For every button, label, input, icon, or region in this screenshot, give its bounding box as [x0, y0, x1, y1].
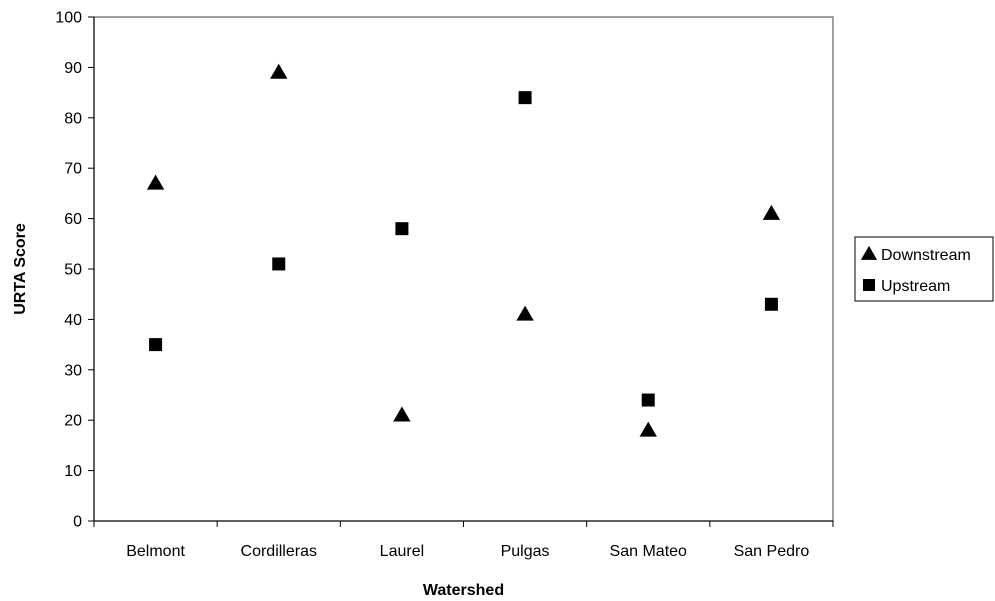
y-ticks: 0 10 20 30 40 50 60 70 80 90 100: [55, 10, 94, 531]
upstream-point: [272, 257, 286, 271]
x-tick-label: Laurel: [380, 543, 424, 560]
x-tick-label: Pulgas: [501, 543, 550, 560]
legend-box: [854, 236, 994, 302]
y-tick-label: 70: [64, 161, 82, 178]
x-ticks: Belmont Cordilleras Laurel Pulgas San Mateo S…: [93, 521, 834, 560]
upstream-point: [518, 91, 532, 105]
downstream-point: [762, 204, 781, 220]
y-tick-label: 80: [64, 110, 82, 127]
y-tick-label: 0: [73, 514, 82, 531]
legend-label-downstream: Downstream: [881, 247, 971, 264]
y-tick-label: 90: [64, 60, 82, 77]
legend-items: Downstream Upstream: [860, 245, 971, 295]
plot-frame: [93, 16, 834, 522]
legend-item-upstream: Upstream: [863, 278, 950, 295]
legend-marker-downstream: [860, 245, 878, 260]
markers: [146, 63, 781, 437]
downstream-point: [270, 63, 288, 79]
y-tick-label: 40: [64, 312, 82, 329]
legend-marker-upstream: [863, 279, 875, 291]
y-axis-title: URTA Score: [12, 223, 29, 315]
y-tick-label: 10: [64, 463, 82, 480]
y-tick-label: 60: [64, 211, 82, 228]
x-axis-title: Watershed: [423, 582, 504, 599]
y-tick-label: 50: [64, 262, 82, 279]
downstream-point: [516, 305, 534, 321]
y-tick-label: 100: [55, 10, 82, 27]
legend-label-upstream: Upstream: [881, 278, 950, 295]
x-tick-label: Cordilleras: [241, 543, 317, 560]
upstream-point: [641, 393, 655, 407]
series-upstream: [149, 91, 778, 407]
upstream-point: [395, 222, 409, 236]
x-tick-label: San Pedro: [734, 543, 810, 560]
plot-area: 0 10 20 30 40 50 60 70 80 90 100 Belmont Cordillera…: [55, 10, 834, 560]
x-tick-label: San Mateo: [610, 543, 687, 560]
series-downstream: [146, 63, 781, 437]
upstream-point: [764, 297, 778, 311]
y-tick-label: 30: [64, 362, 82, 379]
y-tick-label: 20: [64, 413, 82, 430]
upstream-point: [149, 338, 163, 352]
downstream-point: [639, 421, 657, 437]
downstream-point: [393, 406, 411, 422]
x-tick-label: Belmont: [126, 543, 185, 560]
downstream-point: [146, 174, 165, 190]
legend-item-downstream: Downstream: [860, 245, 971, 264]
legend: Downstream Upstream: [854, 236, 994, 302]
